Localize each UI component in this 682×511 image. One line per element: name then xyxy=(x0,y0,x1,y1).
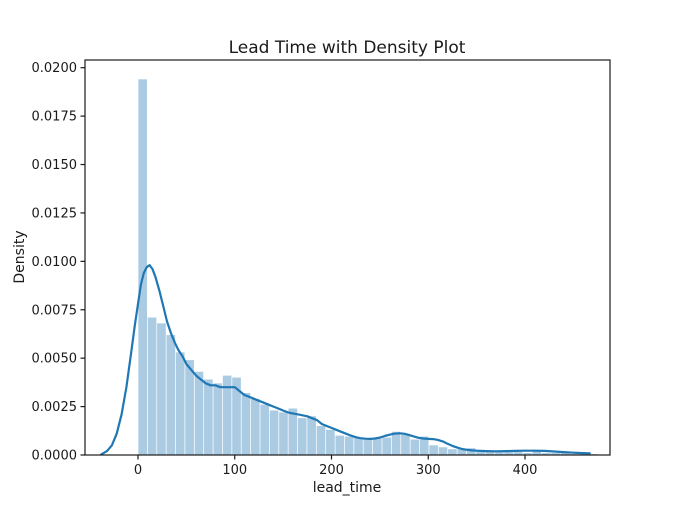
histogram-bar xyxy=(288,408,298,455)
histogram-bar xyxy=(194,371,204,455)
histogram-bar xyxy=(410,439,420,455)
y-tick-label: 0.0050 xyxy=(32,352,78,367)
histogram-bar xyxy=(297,418,307,455)
histogram-bar xyxy=(175,352,185,455)
histogram-bar xyxy=(138,79,148,455)
chart-title: Lead Time with Density Plot xyxy=(229,38,466,58)
axes-layer: 0 100 200 300 400 0.0000 0.0025 0.0050 0.0075 0.0… xyxy=(32,59,611,478)
plot-spines xyxy=(84,59,611,456)
histogram-bar xyxy=(372,438,382,455)
histogram-bar xyxy=(494,452,504,455)
histogram-bar xyxy=(551,453,560,455)
histogram-bar xyxy=(532,450,542,455)
histogram-bar xyxy=(391,431,401,455)
histogram-bar xyxy=(382,437,392,455)
histogram-bar xyxy=(157,323,166,455)
y-tick-label: 0.0125 xyxy=(32,206,78,221)
histogram-bar xyxy=(147,317,157,455)
histogram-bar xyxy=(185,360,194,455)
histogram-bar xyxy=(279,412,288,455)
y-tick-label: 0.0175 xyxy=(32,110,78,125)
x-tick-label: 0 xyxy=(134,463,142,478)
kde-curve xyxy=(100,264,591,456)
y-tick-label: 0.0150 xyxy=(32,158,78,173)
y-tick-label: 0.0200 xyxy=(32,61,78,76)
histogram-bar xyxy=(335,435,345,455)
x-tick-label: 200 xyxy=(319,463,344,478)
bars-layer xyxy=(138,79,598,455)
x-axis-label: lead_time xyxy=(313,480,382,496)
y-tick-label: 0.0025 xyxy=(32,400,78,415)
histogram-bar xyxy=(419,436,429,455)
histogram-bar xyxy=(326,429,335,455)
histogram-bar xyxy=(466,448,476,455)
histogram-bar xyxy=(354,437,363,455)
histogram-bar xyxy=(213,383,223,455)
histogram-bar xyxy=(513,452,523,455)
histogram-bar xyxy=(344,436,354,455)
x-tick-label: 300 xyxy=(416,463,441,478)
histogram-bar xyxy=(457,449,467,455)
histogram-bar xyxy=(560,452,570,455)
y-tick-label: 0.0000 xyxy=(32,449,78,464)
x-tick-label: 100 xyxy=(222,463,247,478)
histogram-bar xyxy=(222,375,232,455)
histogram-bar xyxy=(204,379,213,455)
y-tick-label: 0.0100 xyxy=(32,255,78,270)
histogram-bar xyxy=(504,451,514,455)
histogram-bar xyxy=(269,410,279,455)
histogram-bar xyxy=(363,438,373,455)
histogram-bar xyxy=(307,416,316,455)
histogram-bar xyxy=(476,451,485,455)
histogram-bar xyxy=(232,377,241,455)
kde-layer xyxy=(100,264,591,456)
y-axis-label: Density xyxy=(12,230,28,283)
histogram-bar xyxy=(523,453,532,455)
histogram-bar xyxy=(429,445,438,455)
histogram-bar xyxy=(401,434,410,455)
histogram-bar xyxy=(438,447,448,455)
histogram-bar xyxy=(316,425,326,455)
x-tick-label: 400 xyxy=(513,463,538,478)
histogram-bar xyxy=(260,404,270,455)
y-tick-label: 0.0075 xyxy=(32,303,78,318)
histogram-bar xyxy=(241,393,251,455)
histogram-bar xyxy=(448,449,457,455)
histogram-bar xyxy=(485,451,495,455)
histogram-bar xyxy=(166,334,176,455)
histogram-bar xyxy=(250,398,260,455)
histogram-bar xyxy=(541,453,551,455)
